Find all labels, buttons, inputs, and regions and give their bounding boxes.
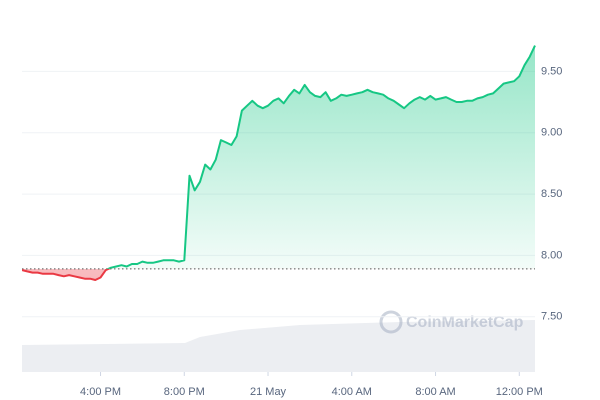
area-down	[22, 268, 109, 280]
watermark: CoinMarketCap	[379, 310, 524, 334]
y-tick-label: 7.50	[541, 311, 562, 323]
x-tick-label: 4:00 AM	[332, 386, 372, 398]
watermark-text: CoinMarketCap	[406, 314, 524, 331]
volume-area	[22, 320, 535, 372]
watermark-logo	[379, 310, 403, 334]
x-tick-label: 21 May	[250, 386, 287, 398]
y-tick-label: 9.50	[541, 65, 562, 77]
price-line-down	[22, 268, 111, 281]
x-tick-label: 4:00 PM	[80, 386, 121, 398]
y-tick-label: 9.00	[541, 127, 562, 139]
x-tick-label: 12:00 PM	[496, 386, 543, 398]
area-up	[22, 45, 535, 269]
y-tick-label: 8.00	[541, 249, 562, 261]
x-tick-label: 8:00 PM	[164, 386, 205, 398]
x-tick-label: 8:00 AM	[415, 386, 455, 398]
y-tick-label: 8.50	[541, 188, 562, 200]
price-line-up	[105, 45, 536, 269]
